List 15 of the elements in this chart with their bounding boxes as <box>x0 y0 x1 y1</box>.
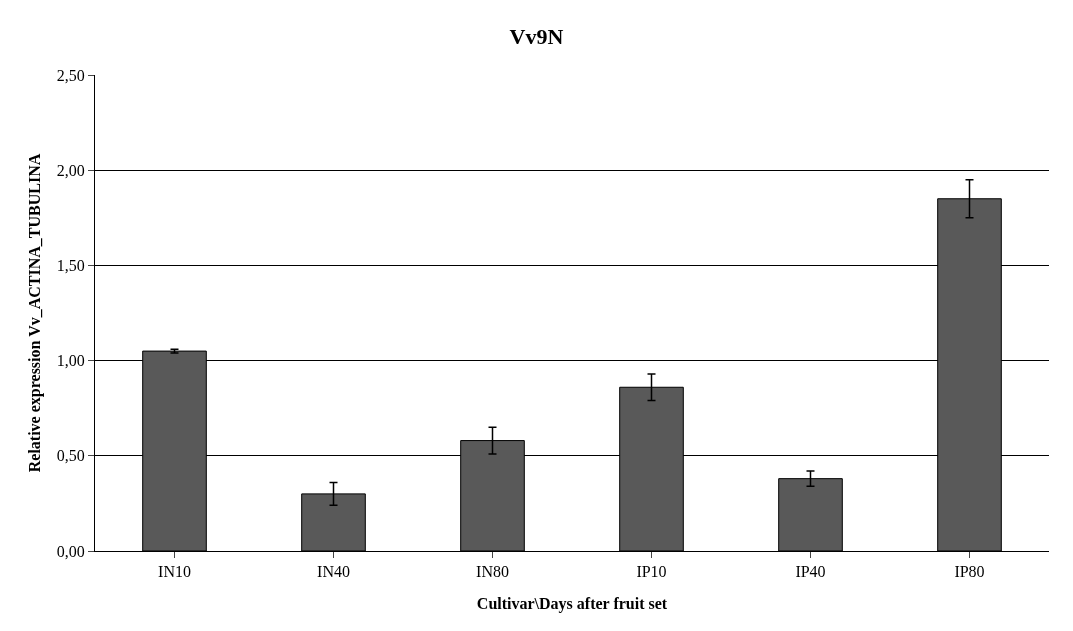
x-tick-label: IN80 <box>476 563 509 581</box>
y-tick-label: 0,50 <box>56 447 85 465</box>
x-tick-label: IP40 <box>795 563 826 581</box>
x-tick-label: IP10 <box>636 563 667 581</box>
y-tick-label: 1,00 <box>56 352 85 370</box>
x-tick-label: IN40 <box>317 563 350 581</box>
y-tick-label: 2,50 <box>56 66 85 84</box>
y-tick-label: 2,00 <box>56 161 85 179</box>
x-axis-title: Cultivar\Days after fruit set <box>476 594 668 613</box>
x-tick-label: IP80 <box>954 563 985 581</box>
chart-title: Vv9N <box>509 23 564 49</box>
y-tick-label: 0,00 <box>56 542 85 560</box>
y-tick-label: 1,50 <box>56 257 85 274</box>
x-tick-label: IN10 <box>158 563 191 581</box>
y-axis-title: Relative expression Vv_ACTINA_TUBULINA <box>25 153 44 473</box>
